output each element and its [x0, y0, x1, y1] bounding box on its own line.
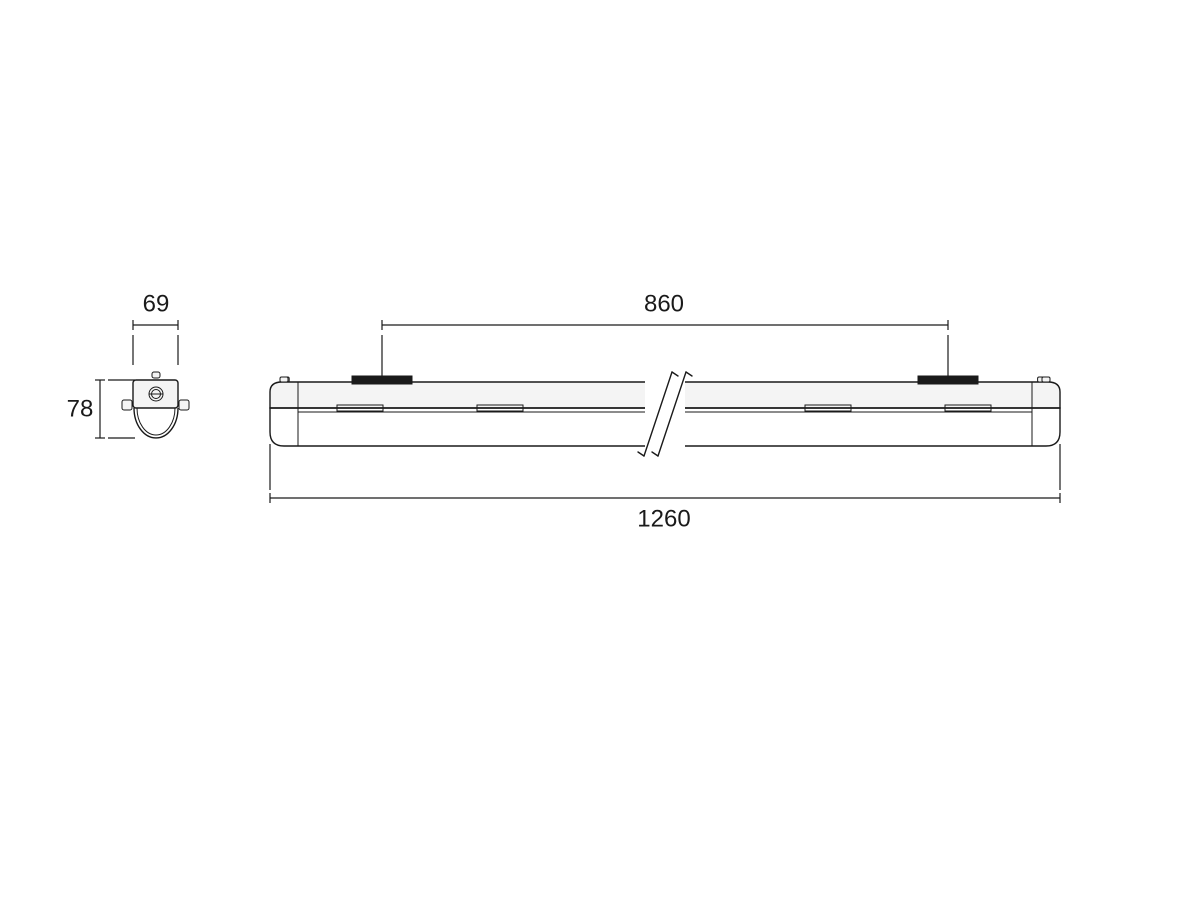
side-view: [270, 372, 1060, 456]
break-hook-bot-1: [638, 452, 644, 456]
dim-height-78-label: 78: [67, 395, 94, 422]
endcap-nub-left: [280, 377, 288, 382]
housing-top-right: [677, 382, 1060, 408]
dim-width-69-label: 69: [143, 290, 170, 317]
break-hook-top-2: [686, 372, 692, 376]
clip-right: [179, 400, 189, 410]
dim-mount-860-label: 860: [644, 290, 684, 317]
gland-nub: [152, 372, 160, 378]
end-view: [122, 372, 189, 438]
dim-length-1260-label: 1260: [637, 505, 690, 532]
dim-mount-860: 860: [382, 290, 948, 380]
break-hook-top-1: [672, 372, 678, 376]
dim-width-69: 69: [133, 290, 178, 365]
diffuser-right: [677, 408, 1060, 446]
break-gap-mask: [645, 376, 685, 452]
endcap-nub-right: [1042, 377, 1050, 382]
clip-left: [122, 400, 132, 410]
housing-top-left: [270, 382, 653, 408]
break-hook-bot-2: [652, 452, 658, 456]
diffuser-left: [270, 408, 653, 446]
dim-length-1260: 1260: [270, 444, 1060, 532]
